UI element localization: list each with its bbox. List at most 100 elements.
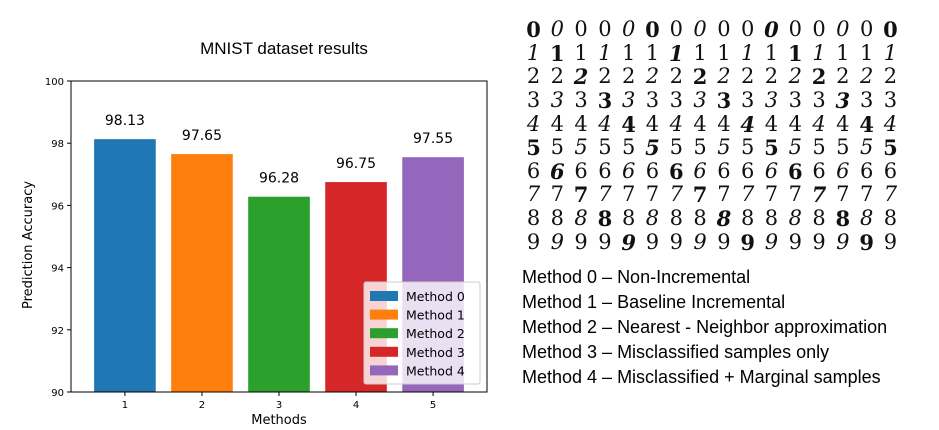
digit-sample: 6 — [787, 158, 803, 184]
digit-sample: 6 — [836, 158, 850, 183]
digit-sample: 9 — [717, 229, 731, 254]
legend-swatch — [370, 309, 398, 320]
digit-sample: 6 — [764, 158, 779, 183]
digit-sample: 8 — [526, 206, 541, 231]
digit-sample: 6 — [812, 158, 826, 183]
digit-sample: 1 — [859, 40, 874, 65]
digit-sample: 7 — [859, 182, 874, 207]
legend-label: Method 0 — [406, 289, 465, 304]
digit-sample: 8 — [788, 206, 802, 231]
digit-sample: 6 — [574, 158, 588, 183]
digit-sample: 4 — [859, 111, 874, 137]
digit-sample: 7 — [740, 182, 755, 207]
digit-sample: 5 — [740, 135, 755, 160]
digit-sample: 5 — [598, 135, 612, 160]
digit-sample: 2 — [740, 64, 755, 89]
y-tick-label: 92 — [51, 326, 64, 337]
digit-sample: 4 — [836, 111, 850, 136]
digit-sample: 8 — [859, 206, 874, 231]
x-tick-label: 1 — [122, 400, 128, 411]
digit-sample: 1 — [787, 40, 803, 66]
digit-sample: 2 — [811, 64, 827, 90]
digit-sample: 6 — [693, 158, 707, 183]
bar — [248, 196, 310, 392]
digit-sample: 3 — [812, 88, 826, 113]
digit-sample: 2 — [859, 64, 874, 89]
y-tick-label: 98 — [51, 139, 64, 150]
digit-sample: 2 — [598, 64, 612, 89]
digit-sample: 1 — [645, 40, 660, 65]
digit-sample: 0 — [693, 17, 707, 42]
digit-sample: 0 — [574, 17, 588, 42]
method-description-4: Method 4 – Misclassified + Marginal samp… — [522, 367, 881, 387]
digit-sample: 6 — [622, 158, 636, 183]
bar-value-label: 98.13 — [105, 113, 145, 129]
digit-sample: 7 — [622, 182, 636, 207]
digit-sample: 7 — [811, 182, 827, 208]
digit-sample: 1 — [717, 40, 731, 65]
legend-label: Method 1 — [406, 308, 465, 323]
digit-sample: 9 — [550, 229, 564, 254]
method-description-1: Method 1 – Baseline Incremental — [522, 292, 786, 312]
bar-value-label: 96.75 — [336, 156, 376, 172]
digit-sample: 7 — [883, 182, 898, 207]
digit-sample: 8 — [550, 206, 564, 231]
digit-sample: 8 — [645, 206, 660, 231]
digit-sample: 4 — [574, 111, 588, 136]
digit-sample: 8 — [812, 206, 826, 231]
digit-sample: 0 — [859, 17, 874, 42]
bar-value-label: 97.65 — [182, 128, 222, 144]
digit-sample: 9 — [740, 229, 755, 255]
legend-label: Method 4 — [406, 363, 465, 378]
digit-sample: 7 — [598, 182, 612, 207]
digit-sample: 4 — [740, 111, 755, 137]
y-tick-label: 96 — [51, 201, 64, 212]
chart-legend: Method 0 Method 1 Method 2 Method 3 Method 4 — [363, 281, 481, 385]
legend-swatch — [370, 291, 398, 301]
digit-sample: 4 — [669, 111, 683, 136]
digit-sample: 0 — [788, 17, 802, 42]
legend-box — [363, 281, 481, 385]
digit-sample: 6 — [883, 158, 898, 183]
digit-sample: 0 — [598, 17, 612, 42]
bar-value-label: 96.28 — [259, 171, 299, 187]
digit-sample: 2 — [645, 64, 660, 89]
y-axis-label: Prediction Accuracy — [21, 181, 36, 309]
digit-sample: 1 — [526, 40, 541, 65]
digit-sample: 5 — [788, 135, 802, 160]
digit-sample: 9 — [836, 229, 850, 254]
method-descriptions: Method 0 – Non-Incremental Method 1 – Ba… — [522, 265, 887, 390]
digit-sample: 7 — [550, 182, 564, 207]
digit-sample: 2 — [764, 64, 779, 89]
digit-sample: 6 — [859, 158, 874, 183]
digit-sample: 1 — [622, 40, 636, 65]
digit-sample: 1 — [764, 40, 779, 65]
digit-sample: 6 — [740, 158, 755, 183]
digit-sample: 8 — [716, 206, 732, 232]
digit-sample: 6 — [668, 158, 684, 184]
digit-sample: 7 — [764, 182, 779, 207]
digit-sample: 7 — [669, 182, 683, 207]
digit-sample: 5 — [645, 135, 660, 161]
digit-sample: 6 — [717, 158, 731, 183]
digit-sample: 7 — [692, 182, 708, 208]
digit-sample: 3 — [693, 88, 707, 113]
legend-swatch — [370, 328, 398, 339]
digit-sample: 5 — [526, 135, 541, 161]
digit-sample: 3 — [740, 88, 755, 113]
method-description-2: Method 2 – Nearest - Neighbor approximat… — [522, 317, 888, 337]
digit-sample: 0 — [836, 17, 850, 42]
digit-sample: 3 — [526, 88, 541, 113]
legend-swatch — [370, 365, 398, 376]
digit-sample: 3 — [883, 88, 898, 113]
digit-sample: 3 — [645, 88, 660, 113]
digit-sample: 8 — [693, 206, 707, 231]
digit-sample: 5 — [693, 135, 707, 160]
digit-sample: 5 — [622, 135, 636, 160]
digit-sample: 9 — [574, 229, 588, 254]
digit-sample: 9 — [883, 229, 898, 254]
